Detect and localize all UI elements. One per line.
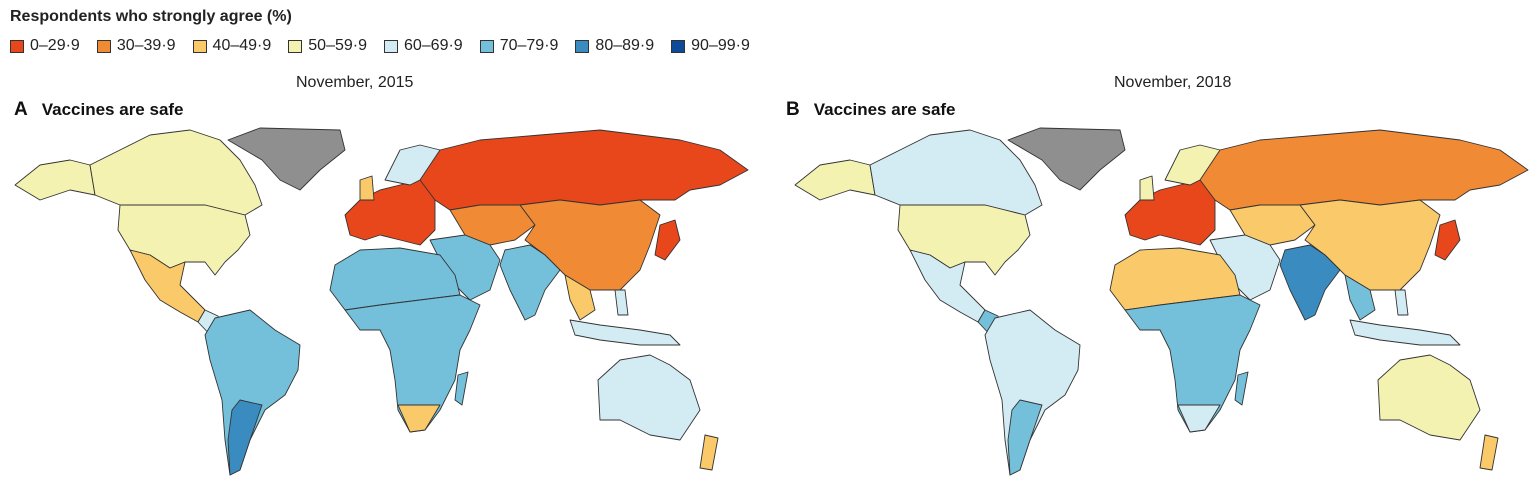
panel-b-date: November, 2018	[1114, 74, 1232, 91]
region-india	[1279, 244, 1341, 321]
region-subsaharan-africa	[344, 294, 481, 433]
legend-swatch	[192, 39, 207, 53]
region-australia	[597, 354, 701, 441]
legend-swatch	[96, 39, 111, 53]
region-mexico	[909, 249, 986, 323]
panel-a-title: A Vaccines are safe	[14, 99, 184, 121]
region-south-africa	[1177, 404, 1221, 433]
region-russia	[419, 129, 749, 211]
panel-a-title-text: Vaccines are safe	[41, 100, 184, 119]
region-south-america	[204, 309, 301, 476]
region-subsaharan-africa	[1124, 294, 1261, 433]
region-philippines	[614, 289, 629, 316]
map-panel-a	[14, 127, 749, 476]
map-panel-b	[794, 127, 1529, 476]
panel-b-title: B Vaccines are safe	[786, 99, 956, 121]
region-western-europe	[344, 179, 436, 246]
region-china	[519, 199, 661, 291]
region-china	[1299, 199, 1441, 291]
region-greenland	[1007, 127, 1126, 191]
region-philippines	[1394, 289, 1409, 316]
legend-item: 40–49·9	[192, 37, 272, 55]
region-western-europe	[1124, 179, 1216, 246]
legend-label: 90–99·9	[691, 37, 750, 54]
legend-item: 70–79·9	[479, 37, 559, 55]
region-madagascar	[454, 371, 469, 406]
legend-swatch	[575, 39, 590, 53]
region-indonesia	[569, 319, 681, 346]
region-south-america	[984, 309, 1081, 476]
region-greenland	[227, 127, 346, 191]
region-se-asia	[1344, 274, 1376, 321]
legend-item: 30–39·9	[96, 37, 176, 55]
region-alaska	[794, 159, 876, 201]
legend-item: 50–59·9	[288, 37, 367, 55]
legend-label: 60–69·9	[403, 37, 463, 54]
region-uk	[359, 175, 375, 201]
legend-swatch	[383, 39, 398, 53]
region-south-africa	[397, 404, 441, 433]
legend-label: 40–49·9	[212, 37, 272, 54]
panel-a-letter: A	[14, 99, 28, 120]
region-russia	[1199, 129, 1529, 211]
legend: 0–29·9 30–39·9 40–49·9 50–59·9 60–69·9 70–79·…	[10, 37, 767, 55]
panel-a-date: November, 2015	[296, 74, 414, 91]
legend-swatch	[671, 39, 686, 53]
region-mexico	[129, 249, 206, 323]
region-indonesia	[1349, 319, 1461, 346]
region-alaska	[14, 159, 96, 201]
region-argentina	[227, 399, 263, 476]
region-japan	[1434, 219, 1461, 261]
legend-swatch	[479, 39, 494, 53]
legend-label: 0–29·9	[30, 37, 80, 54]
region-japan	[654, 219, 681, 261]
legend-label: 50–59·9	[308, 37, 367, 54]
region-india	[499, 244, 561, 321]
legend-title: Respondents who strongly agree (%)	[10, 8, 292, 25]
legend-item: 90–99·9	[671, 37, 750, 55]
region-uk	[1139, 175, 1155, 201]
legend-swatch	[10, 39, 24, 53]
region-australia	[1377, 354, 1481, 441]
legend-label: 70–79·9	[499, 37, 559, 54]
legend-label: 30–39·9	[116, 37, 176, 54]
region-new-zealand	[1479, 434, 1499, 471]
legend-item: 80–89·9	[575, 37, 654, 55]
legend-item: 60–69·9	[383, 37, 463, 55]
region-madagascar	[1234, 371, 1249, 406]
panel-b-letter: B	[786, 99, 800, 120]
region-new-zealand	[699, 434, 719, 471]
legend-item: 0–29·9	[10, 37, 80, 55]
panel-b-title-text: Vaccines are safe	[813, 100, 956, 119]
legend-label: 80–89·9	[595, 37, 655, 54]
region-argentina	[1007, 399, 1043, 476]
region-se-asia	[564, 274, 596, 321]
legend-swatch	[288, 39, 303, 53]
